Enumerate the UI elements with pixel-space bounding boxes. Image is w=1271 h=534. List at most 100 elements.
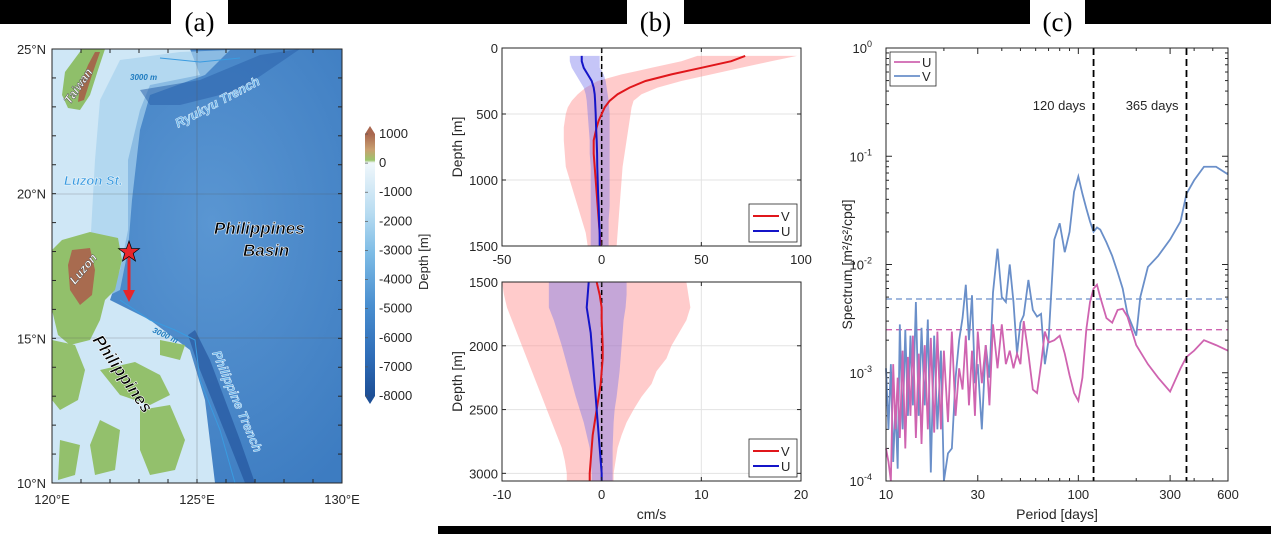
xtick-label: 50 (694, 252, 708, 267)
map-xtick-label: 130°E (324, 492, 360, 507)
arrow-head (123, 290, 135, 302)
mooring-star-icon (117, 239, 141, 262)
colorbar-tick-label: -5000 (379, 301, 412, 316)
map-axis-ticks: 120°E 125°E 130°E 25°N 20°N 15°N 10°N (17, 42, 360, 507)
plot-frame (885, 47, 1229, 482)
spectrum-panel: 120 days 365 days 10 30 100 300 600 100 10-1 10-2… (839, 39, 1239, 522)
legend-label-u: U (922, 55, 931, 70)
legend-box (748, 203, 798, 243)
map-ytick-label: 15°N (17, 331, 46, 346)
series-line-v (885, 165, 1229, 482)
bottom-black-bar (438, 526, 1271, 534)
philippine-islands (52, 340, 185, 480)
colorbar-tick-label: -1000 (379, 184, 412, 199)
xtick-label: 0 (598, 252, 605, 267)
colorbar-label: Depth [m] (416, 234, 431, 290)
legend-label-v: V (922, 69, 931, 84)
shelf-blue (90, 50, 230, 300)
taiwan-mountains (78, 52, 100, 102)
trench-philippine (188, 330, 255, 483)
ytick-label: 500 (476, 107, 498, 122)
ytick-label: 1500 (469, 275, 498, 290)
map-xtick-label: 125°E (179, 492, 215, 507)
ytick-label: 10-3 (850, 364, 872, 381)
xlabel: cm/s (637, 506, 667, 522)
trench-ryukyu (140, 49, 300, 105)
series-line-u (580, 55, 601, 246)
ylabel: Spectrum [m²/s²/cpd] (839, 200, 855, 330)
map-xtick-label: 120°E (34, 492, 70, 507)
map-label-3000m-north: 3000 m (130, 73, 157, 82)
panel-b-title: (b) (627, 0, 684, 40)
band-u (548, 282, 627, 481)
contour-3000m (119, 57, 241, 483)
xtick-label: -50 (493, 252, 512, 267)
ytick-label: 10-4 (850, 472, 872, 489)
legend-box (889, 51, 937, 87)
band-v (563, 55, 798, 246)
map-ytick-label: 25°N (17, 42, 46, 57)
colorbar (365, 134, 375, 396)
annotation-365-days: 365 days (1126, 98, 1179, 113)
plot-frame (501, 47, 802, 247)
ytick-label: 2000 (469, 339, 498, 354)
colorbar-tick-label: 1000 (379, 126, 408, 141)
legend-label-v: V (781, 444, 790, 459)
xtick-label: 10 (694, 487, 708, 502)
xtick-label: 100 (790, 252, 812, 267)
map-label-philippines-basin-1: Philippines (214, 219, 305, 238)
velocity-profile-lower: -10 0 10 20 1500 2000 2500 3000 Depth [m] cm/s VU (449, 275, 808, 522)
map-ytick-label: 10°N (17, 476, 46, 491)
colorbar-top-triangle (365, 126, 375, 134)
xtick-label: 600 (1217, 487, 1239, 502)
series-line-v (592, 54, 746, 247)
colorbar-ticks: 1000 0 -1000 -2000 -3000 -4000 -5000 -6000 -7000… (365, 126, 412, 403)
series-line-v (588, 281, 604, 481)
band-v (502, 282, 691, 481)
ytick-label: 1500 (469, 239, 498, 254)
ytick-label: 100 (853, 39, 872, 56)
map-ytick-label: 20°N (17, 187, 46, 202)
colorbar-tick-label: -8000 (379, 388, 412, 403)
luzon-mountains (68, 248, 95, 305)
xtick-label: 0 (598, 487, 605, 502)
ylabel: Depth [m] (449, 117, 465, 178)
ytick-label: 10-1 (850, 147, 872, 164)
series-line-u (885, 282, 1229, 482)
ytick-label: 10-2 (850, 256, 872, 273)
map-panel: Taiwan 3000 m Ryukyu Trench Luzon St. Ph… (17, 42, 431, 507)
ytick-label: 3000 (469, 466, 498, 481)
shallow-shelf (52, 49, 215, 483)
ytick-label: 2500 (469, 403, 498, 418)
xtick-label: 300 (1159, 487, 1181, 502)
band-u (569, 55, 610, 246)
legend-label-u: U (781, 224, 790, 239)
map-label-philippines-basin-2: Basin (243, 241, 289, 260)
xtick-label: 100 (1067, 487, 1089, 502)
xtick-label: 10 (879, 487, 893, 502)
ylabel: Depth [m] (449, 351, 465, 412)
xtick-label: 20 (794, 487, 808, 502)
plot-frame (501, 281, 802, 482)
xtick-label: 30 (971, 487, 985, 502)
xtick-label: -10 (493, 487, 512, 502)
series-line-u (585, 281, 603, 481)
colorbar-tick-label: -7000 (379, 359, 412, 374)
panel-c-title: (c) (1030, 0, 1085, 40)
colorbar-tick-label: -6000 (379, 330, 412, 345)
ytick-label: 1000 (469, 173, 498, 188)
colorbar-bottom-triangle (365, 396, 375, 404)
legend-label-u: U (781, 459, 790, 474)
ytick-label: 0 (491, 41, 498, 56)
colorbar-tick-label: 0 (379, 155, 386, 170)
colorbar-tick-label: -3000 (379, 242, 412, 257)
legend-label-v: V (781, 209, 790, 224)
annotation-120-days: 120 days (1033, 98, 1086, 113)
colorbar-tick-label: -4000 (379, 272, 412, 287)
xlabel: Period [days] (1016, 506, 1098, 522)
legend-box (748, 438, 798, 478)
map-label-luzon-strait: Luzon St. (64, 173, 123, 188)
panel-a-title: (a) (171, 0, 228, 40)
